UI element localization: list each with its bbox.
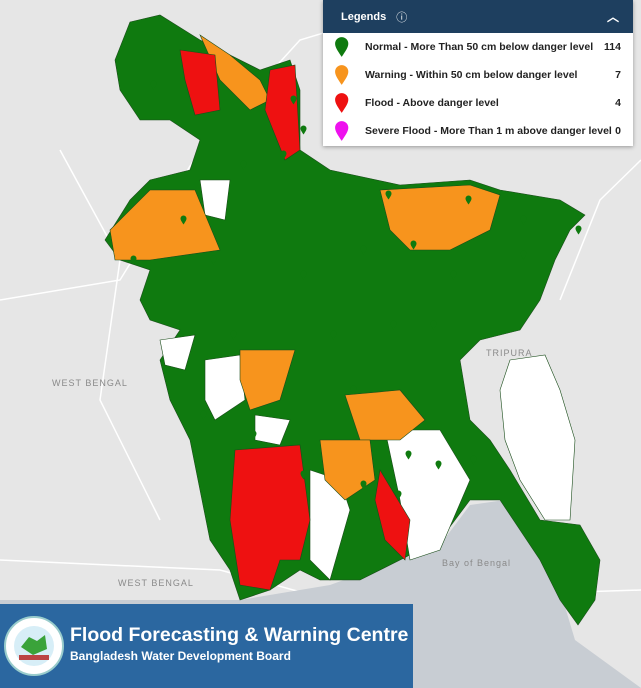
districts	[104, 14, 601, 626]
pin-icon	[280, 150, 287, 160]
pin-icon	[360, 480, 367, 490]
legend-count: 7	[615, 69, 621, 81]
footer-title: Flood Forecasting & Warning Centre	[70, 624, 409, 646]
pin-icon	[180, 215, 187, 225]
pin-icon	[465, 195, 472, 205]
pin-icon	[520, 250, 527, 260]
pin-icon	[360, 245, 367, 255]
pin-icon	[335, 121, 349, 141]
pin-icon	[470, 455, 477, 465]
pin-icon	[520, 215, 527, 225]
legend-title: Legends	[341, 10, 387, 23]
pin-icon	[335, 93, 349, 113]
legend-label: Warning - Within 50 cm below danger leve…	[365, 69, 578, 81]
pin-icon	[405, 450, 412, 460]
footer-subtitle: Bangladesh Water Development Board	[70, 649, 291, 663]
legend-item: Severe Flood - More Than 1 m above dange…	[323, 119, 633, 143]
pin-icon	[450, 270, 457, 280]
pin-icon	[335, 37, 349, 57]
legend-count: 4	[615, 97, 621, 109]
pin-icon	[410, 240, 417, 250]
map-label: TRIPURA	[486, 348, 533, 358]
pin-icon	[390, 320, 397, 330]
info-icon[interactable]: ⓘ	[396, 11, 408, 24]
pin-icon	[200, 410, 207, 420]
map-label: Bay of Bengal	[442, 558, 511, 568]
legend-header[interactable]: Legends ⓘ ︿	[323, 0, 633, 33]
pin-icon	[395, 490, 402, 500]
pin-icon	[250, 430, 257, 440]
legend-label: Severe Flood - More Than 1 m above dange…	[365, 125, 612, 137]
pin-icon	[150, 80, 157, 90]
legend-item: Flood - Above danger level 4	[323, 91, 633, 115]
legend-item: Warning - Within 50 cm below danger leve…	[323, 63, 633, 87]
legend-label: Normal - More Than 50 cm below danger le…	[365, 41, 594, 53]
legend-panel: Legends ⓘ ︿ Normal - More Than 50 cm bel…	[323, 0, 633, 146]
pin-icon	[575, 225, 582, 235]
collapse-toggle[interactable]: ︿	[606, 10, 619, 24]
pin-icon	[430, 320, 437, 330]
pin-icon	[300, 270, 307, 280]
pin-icon	[240, 160, 247, 170]
logo	[4, 616, 64, 676]
pin-icon	[130, 255, 137, 265]
pin-icon	[385, 190, 392, 200]
map-label: WEST BENGAL	[118, 578, 194, 588]
pin-icon	[300, 470, 307, 480]
legend-label: Flood - Above danger level	[365, 97, 499, 109]
pin-icon	[290, 95, 297, 105]
footer-banner: Flood Forecasting & Warning Centre Bangl…	[0, 604, 413, 688]
map-label: WEST BENGAL	[52, 378, 128, 388]
pin-icon	[330, 330, 337, 340]
pin-icon	[210, 255, 217, 265]
legend-count: 114	[604, 41, 621, 53]
pin-icon	[335, 65, 349, 85]
pin-icon	[350, 385, 357, 395]
legend-count: 0	[615, 125, 621, 137]
pin-icon	[300, 125, 307, 135]
legend-item: Normal - More Than 50 cm below danger le…	[323, 35, 633, 59]
pin-icon	[435, 460, 442, 470]
pin-icon	[230, 330, 237, 340]
